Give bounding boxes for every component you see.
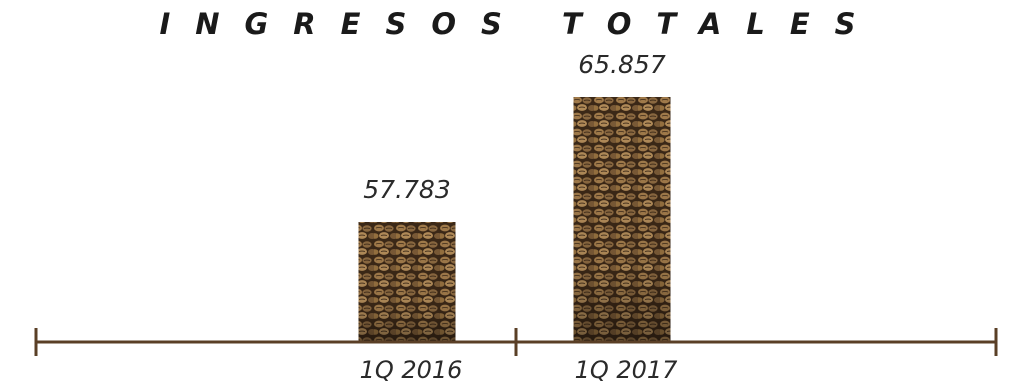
bar-2-value-label: 65.857 — [578, 50, 666, 79]
labels-group: 57.783 1Q 2016 65.857 1Q 2017 — [360, 50, 679, 384]
bar-1-value-label: 57.783 — [363, 175, 450, 204]
x-axis — [34, 328, 998, 356]
bar-1-shading — [358, 222, 456, 342]
bars-group — [358, 97, 671, 342]
bar-2-shading — [573, 97, 671, 342]
category-label-1: 1Q 2016 — [360, 356, 463, 384]
chart-title: INGRESOS TOTALES — [159, 7, 880, 41]
category-label-2: 1Q 2017 — [575, 356, 679, 384]
